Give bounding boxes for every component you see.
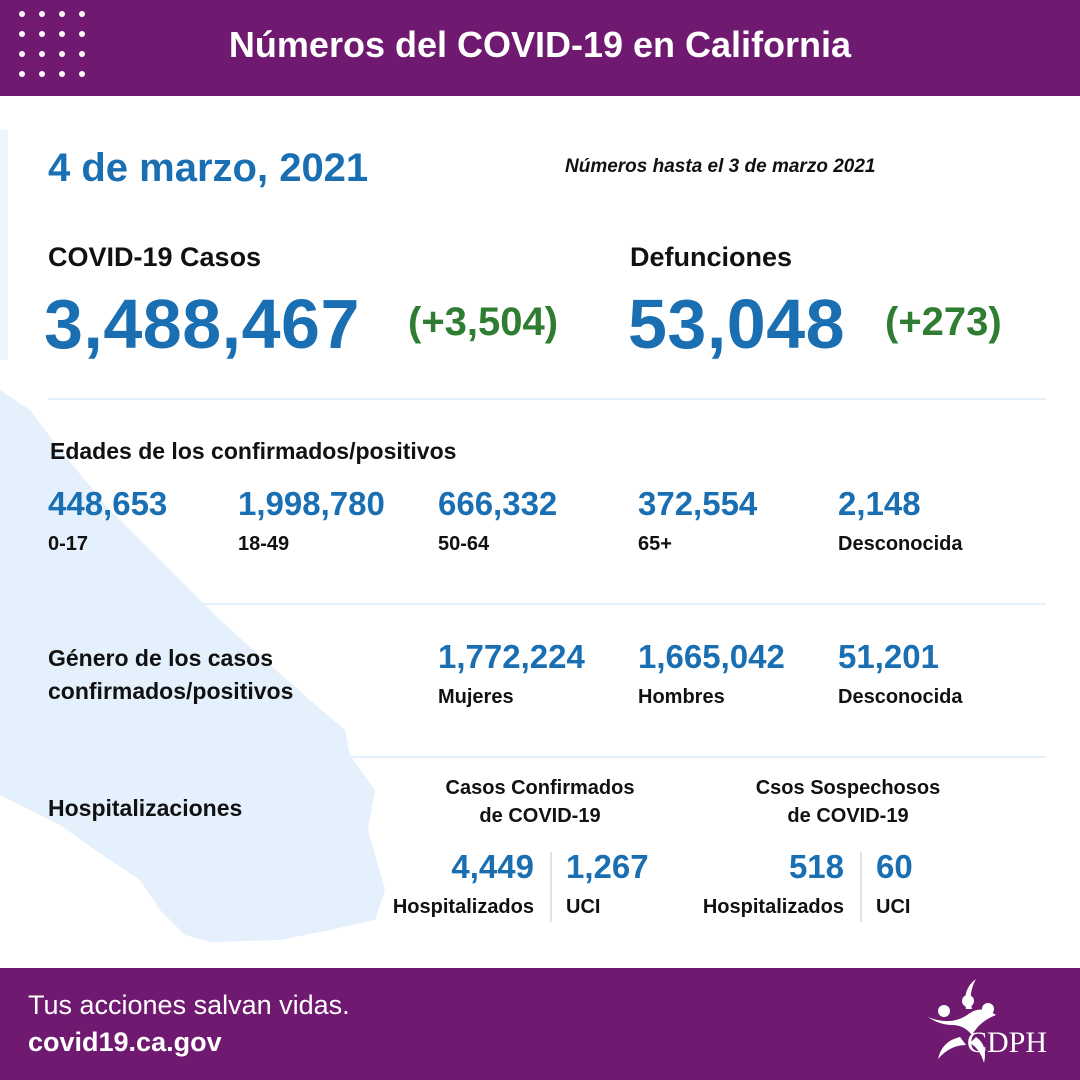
confirmed-hospitalized-label: Hospitalizados	[392, 896, 534, 918]
cases-delta: (+3,504)	[408, 300, 559, 344]
cdph-logo-icon	[928, 979, 996, 1063]
deaths-delta: (+273)	[885, 300, 1002, 344]
header-bar: Números del COVID-19 en California	[0, 0, 1080, 96]
age-value-65-plus: 372,554	[638, 485, 758, 522]
as-of-note: Números hasta el 3 de marzo 2021	[565, 156, 876, 177]
age-value-50-64: 666,332	[438, 485, 558, 522]
age-value-18-49: 1,998,780	[238, 485, 385, 522]
footer-bar	[0, 968, 1080, 1080]
report-date: 4 de marzo, 2021	[48, 146, 369, 190]
suspected-heading-line2: de COVID-19	[787, 805, 909, 827]
confirmed-icu-label: UCI	[566, 896, 601, 918]
confirmed-icu-value: 1,267	[566, 848, 649, 885]
cdph-logo-text: CDPH	[967, 1026, 1048, 1059]
gender-value-unknown: 51,201	[838, 638, 939, 675]
ages-title: Edades de los confirmados/positivos	[50, 438, 457, 464]
gender-label-men: Hombres	[638, 686, 725, 708]
suspected-icu-label: UCI	[876, 896, 911, 918]
confirmed-hospitalized-value: 4,449	[451, 848, 534, 885]
gender-title-line2: confirmados/positivos	[48, 678, 294, 704]
age-label-0-17: 0-17	[48, 533, 89, 555]
age-label-unknown: Desconocida	[838, 533, 963, 555]
column-separator	[860, 852, 862, 922]
gender-label-women: Mujeres	[438, 686, 514, 708]
confirmed-heading-line2: de COVID-19	[479, 805, 601, 827]
deaths-total: 53,048	[628, 285, 846, 363]
confirmed-heading-line1: Casos Confirmados	[445, 777, 635, 799]
hospital-title: Hospitalizaciones	[48, 795, 243, 821]
age-label-18-49: 18-49	[238, 533, 290, 555]
dots-decoration-icon	[19, 11, 85, 77]
gender-value-women: 1,772,224	[438, 638, 585, 675]
age-label-65-plus: 65+	[638, 533, 672, 555]
suspected-heading-line1: Csos Sospechosos	[755, 777, 941, 799]
suspected-icu-value: 60	[876, 848, 913, 885]
divider	[48, 603, 1046, 605]
cases-total: 3,488,467	[44, 285, 360, 363]
divider	[48, 756, 1046, 758]
california-map-shape	[0, 130, 385, 942]
gender-title-line1: Género de los casos	[48, 645, 273, 671]
age-value-0-17: 448,653	[48, 485, 168, 522]
deaths-label: Defunciones	[630, 242, 793, 272]
suspected-hospitalized-value: 518	[788, 848, 844, 885]
footer-tagline: Tus acciones salvan vidas.	[28, 990, 350, 1020]
column-separator	[550, 852, 552, 922]
gender-label-unknown: Desconocida	[838, 686, 963, 708]
gender-value-men: 1,665,042	[638, 638, 785, 675]
divider	[48, 398, 1046, 400]
age-label-50-64: 50-64	[438, 533, 490, 555]
cases-label: COVID-19 Casos	[48, 242, 262, 272]
suspected-hospitalized-label: Hospitalizados	[702, 896, 844, 918]
page-title: Números del COVID-19 en California	[228, 24, 852, 65]
age-value-unknown: 2,148	[838, 485, 921, 522]
website-link[interactable]: covid19.ca.gov	[28, 1027, 222, 1057]
